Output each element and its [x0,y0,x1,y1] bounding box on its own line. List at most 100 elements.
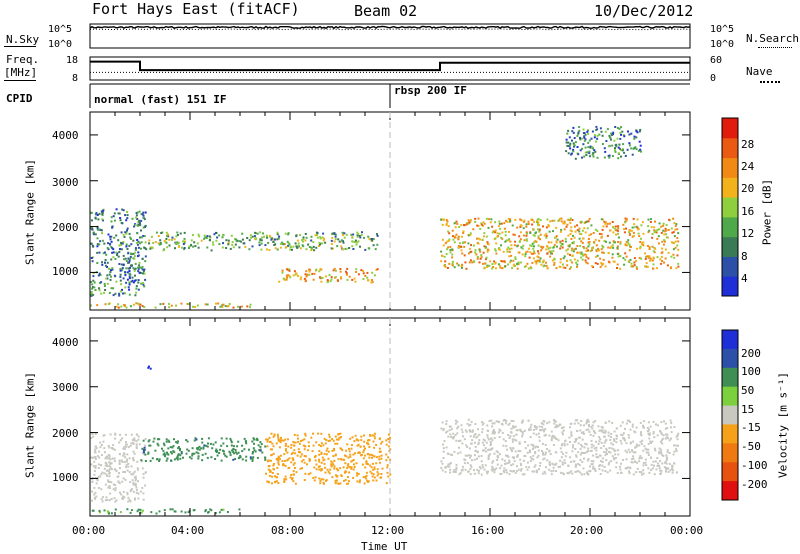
velocity-cell [574,438,577,441]
power-cell [596,156,599,159]
power-cell [269,236,272,239]
velocity-cell [104,464,107,467]
power-cell [446,220,449,223]
power-cell [549,255,552,258]
velocity-cell [313,479,316,482]
velocity-cell [491,461,494,464]
velocity-cell [215,451,218,453]
power-cell [107,303,110,305]
velocity-cell [134,497,136,500]
velocity-cell [452,437,455,440]
velocity-cell [352,468,355,471]
power-cell [603,240,606,243]
power-cell [111,268,114,271]
power-cell [527,267,530,270]
power-cell [159,239,162,242]
power-cell [616,253,619,255]
power-cell [141,268,144,271]
power-cell [137,266,140,269]
power-cell [463,254,466,257]
velocity-cell [510,448,513,451]
velocity-cell [545,466,547,469]
power-cell [545,264,548,267]
power-cell [253,235,256,238]
power-cell [647,231,650,234]
velocity-cell [161,447,163,450]
power-cell [519,238,522,241]
velocity-cell [144,471,147,474]
power-cell [320,276,323,279]
velocity-cell [343,471,346,474]
velocity-cell [620,442,623,445]
power-cell [472,228,475,231]
velocity-cell [177,453,180,456]
power-cell [588,150,591,153]
power-cell [606,234,609,237]
power-cell [507,263,509,266]
velocity-cell [363,434,365,437]
velocity-cell [122,454,124,457]
power-cell [134,294,137,297]
power-cell [132,252,135,255]
power-cell [177,245,180,248]
power-cell [495,242,498,245]
velocity-cell [664,422,667,425]
velocity-cell [126,453,129,456]
velocity-cell [450,453,453,456]
power-cell [511,267,514,270]
power-cell [143,246,146,249]
velocity-cell [318,450,321,453]
velocity-cell [201,441,204,444]
velocity-cell [560,444,563,447]
power-cell [176,234,179,236]
power-cell [334,238,337,241]
velocity-cell [579,424,582,427]
power-cell [665,233,668,236]
velocity-cell [567,464,570,467]
velocity-cell [388,433,390,436]
velocity-cell [107,479,110,482]
power-cell [272,240,275,243]
power-cell [572,142,575,145]
velocity-cell [270,454,273,457]
velocity-cell [300,460,303,463]
power-cell [116,254,118,256]
power-cell [461,266,463,269]
velocity-cell [134,482,137,485]
power-cell [334,269,337,272]
velocity-cell [466,446,469,448]
velocity-cell [362,476,365,479]
velocity-cell [93,470,96,473]
velocity-cell [665,468,668,471]
velocity-cell [290,443,293,446]
power-cell [672,231,675,234]
power-cell [663,233,666,236]
power-cell [289,276,292,279]
velocity-cell [586,419,589,422]
velocity-cell [386,464,389,467]
power-cell [221,236,224,239]
velocity-cell [261,451,264,454]
velocity-cell [519,450,522,453]
velocity-cell [466,462,469,464]
power-cell [520,224,523,227]
power-cell [91,286,94,289]
velocity-cell [449,462,451,465]
velocity-cell [363,440,366,443]
power-cell [231,243,234,246]
power-cell [106,282,109,285]
power-cell [639,247,642,250]
power-cell [543,234,546,237]
velocity-cell [605,449,608,452]
power-cell [546,218,549,221]
power-cell [130,243,133,246]
power-cell [217,302,220,305]
power-cell [92,231,95,234]
power-cell [646,244,649,247]
velocity-cell [106,499,109,502]
power-cell [455,233,458,236]
power-cell [576,259,579,262]
velocity-cell [371,475,374,478]
power-cell [198,235,201,238]
power-cell [477,217,480,220]
